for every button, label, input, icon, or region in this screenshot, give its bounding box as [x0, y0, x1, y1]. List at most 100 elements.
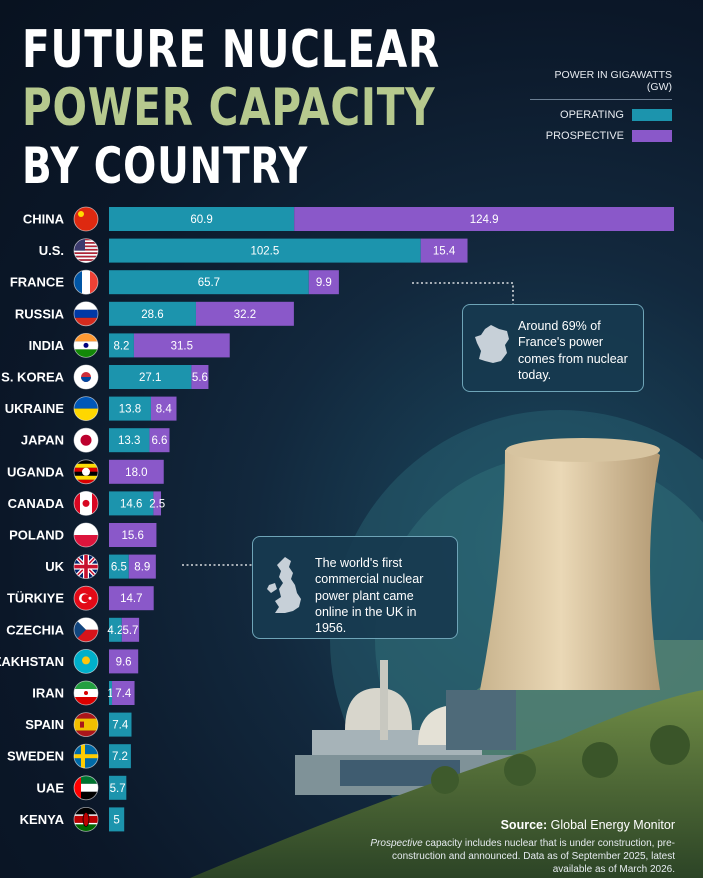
value-label-prospective: 15.4 — [433, 246, 456, 258]
bar-prospective — [109, 523, 157, 547]
callout-france: Around 69% of France's power comes from … — [462, 304, 644, 392]
legend-item-prospective: PROSPECTIVE — [530, 130, 672, 142]
callout-uk: The world's first commercial nuclear pow… — [252, 536, 458, 639]
bar-operating — [109, 365, 192, 389]
country-label: FRANCE — [10, 275, 64, 290]
bar-operating — [109, 238, 421, 263]
iran-flag-icon — [73, 680, 99, 706]
sweden-flag-icon — [73, 743, 99, 769]
title-line-3: BY COUNTRY — [22, 137, 309, 195]
tree — [650, 725, 690, 765]
bar-operating — [109, 428, 150, 453]
kenya-flag-icon — [73, 807, 99, 832]
bar-operating — [109, 207, 295, 231]
value-label-prospective: 32.2 — [234, 309, 256, 321]
bar-prospective — [109, 649, 139, 674]
turbine-hall — [446, 690, 516, 750]
bar-prospective — [195, 301, 294, 326]
value-label-operating: 13.8 — [119, 404, 141, 416]
uae-flag-icon — [73, 775, 99, 801]
china-flag-icon — [73, 206, 99, 232]
legend: POWER IN GIGAWATTS (GW) OPERATING PROSPE… — [530, 69, 672, 142]
france-leader-line — [412, 282, 514, 304]
tree — [431, 766, 459, 794]
value-label-prospective: 2.5 — [149, 498, 165, 510]
bar-operating — [109, 744, 131, 769]
value-label-operating: 28.6 — [141, 309, 163, 321]
country-label: POLAND — [9, 528, 64, 543]
value-label-operating: 102.5 — [250, 246, 279, 258]
value-label-operating: 6.5 — [111, 562, 127, 574]
value-label-prospective: 9.6 — [116, 656, 132, 668]
note-text: capacity includes nuclear that is under … — [392, 838, 675, 875]
country-label: UAE — [37, 780, 65, 795]
bar-operating — [109, 333, 134, 358]
chart-row: JAPAN 13.3 6.6 — [21, 427, 170, 453]
bar-prospective — [121, 617, 140, 642]
russia-flag-icon — [73, 301, 99, 327]
chart-row: U.S. 102.5 15.4 — [39, 238, 468, 263]
country-label: RUSSIA — [15, 306, 65, 321]
value-label-operating: 60.9 — [190, 214, 212, 226]
country-label: JAPAN — [21, 433, 64, 448]
value-label-operating: 65.7 — [198, 277, 220, 289]
value-label-operating: 5 — [113, 814, 119, 826]
value-label-operating: 5.7 — [110, 783, 126, 795]
value-label-prospective: 31.5 — [171, 340, 193, 352]
bar-chart: CHINA 60.9 124.9 U.S. 102.5 15.4 FRANCE 65.7 9.9… — [0, 206, 674, 832]
country-label: UKRAINE — [5, 401, 65, 416]
chart-row: SPAIN 7.4 — [25, 712, 132, 737]
country-label: SPAIN — [25, 717, 64, 732]
bar-operating — [109, 681, 113, 705]
chart-row: INDIA 8.2 31.5 — [29, 332, 230, 358]
bar-prospective — [149, 428, 170, 453]
bar-prospective — [420, 238, 468, 263]
bar-prospective — [153, 491, 161, 516]
south-korea-flag-icon — [73, 364, 99, 390]
value-label-prospective: 8.4 — [156, 404, 173, 416]
reactor-dome-1 — [345, 688, 412, 730]
ukraine-flag-icon — [73, 396, 99, 422]
value-label-operating: 8.2 — [113, 340, 129, 352]
title-line-1: FUTURE NUCLEAR — [22, 20, 441, 80]
turkiye-flag-icon — [73, 585, 99, 611]
country-label: IRAN — [32, 686, 64, 701]
value-label-prospective: 124.9 — [470, 214, 499, 226]
legend-label-operating: OPERATING — [560, 109, 624, 121]
value-label-prospective: 6.6 — [151, 435, 167, 447]
title-line-2: POWER CAPACITY — [22, 78, 436, 138]
uganda-flag-icon — [73, 459, 99, 485]
country-label: CHINA — [23, 212, 65, 227]
legend-swatch-prospective — [632, 130, 672, 142]
value-label-prospective: 5.6 — [192, 372, 208, 384]
note-italic: Prospective — [370, 838, 423, 849]
chart-row: UAE 5.7 — [37, 775, 127, 801]
country-label: U.S. — [39, 243, 64, 258]
chart-row: IRAN 1 7.4 — [32, 680, 135, 706]
value-label-operating: 4.2 — [107, 625, 123, 637]
callout-france-text: Around 69% of France's power comes from … — [518, 319, 628, 382]
bar-prospective — [191, 365, 209, 389]
chart-row: CZECHIA 4.2 5.7 — [6, 617, 140, 643]
value-label-operating: 7.4 — [112, 720, 129, 732]
chart-row: KENYA 5 — [20, 807, 125, 832]
legend-title: POWER IN GIGAWATTS (GW) — [530, 69, 672, 100]
bar-operating — [109, 554, 129, 579]
japan-flag-icon — [73, 427, 99, 453]
country-label: UK — [45, 559, 64, 574]
country-label: KENYA — [20, 812, 65, 827]
chart-row: SWEDEN 7.2 — [7, 743, 131, 769]
bar-prospective — [112, 681, 135, 705]
chart-row: RUSSIA 28.6 32.2 — [15, 301, 294, 327]
bar-prospective — [294, 207, 674, 231]
canada-flag-icon — [73, 490, 99, 516]
bar-operating — [109, 775, 127, 800]
country-label: CANADA — [8, 496, 65, 511]
bar-prospective — [308, 270, 339, 295]
value-label-operating: 13.3 — [118, 435, 140, 447]
value-label-prospective: 7.4 — [115, 688, 132, 700]
legend-label-prospective: PROSPECTIVE — [545, 130, 624, 142]
source-block: Source: Global Energy Monitor Prospectiv… — [355, 818, 675, 876]
chart-row: FRANCE 65.7 9.9 — [10, 269, 339, 295]
